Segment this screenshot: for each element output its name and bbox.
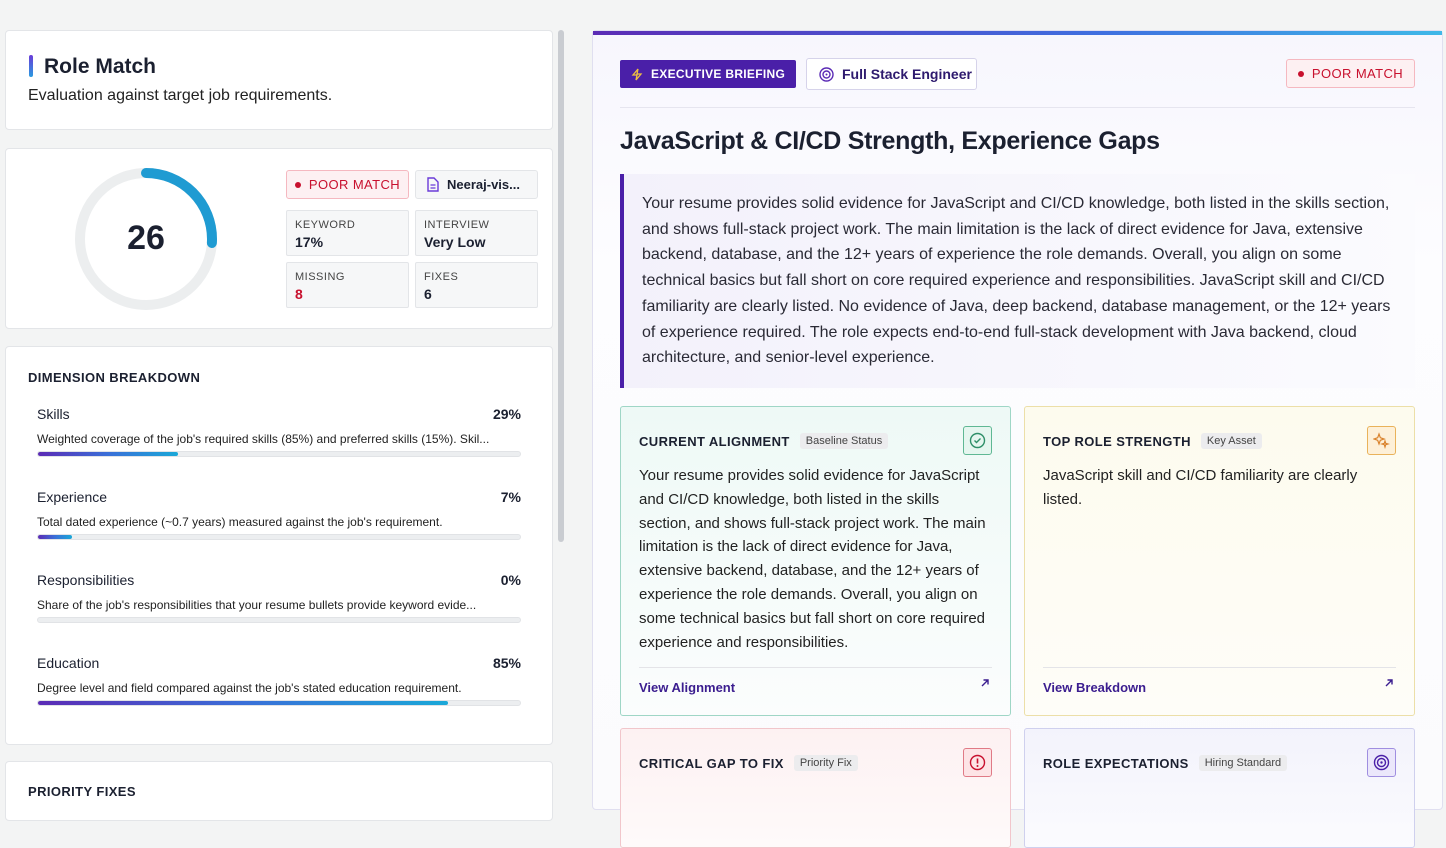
match-badge: POOR MATCH — [286, 170, 409, 199]
file-name: Neeraj-vis... — [447, 177, 520, 192]
expectations-card: ROLE EXPECTATIONS Hiring Standard — [1024, 728, 1415, 848]
stat: MISSING 8 — [286, 262, 409, 308]
briefing-panel: EXECUTIVE BRIEFING Full Stack Engineer P… — [592, 30, 1443, 848]
stat-value: 6 — [424, 286, 432, 302]
progress-track — [37, 700, 521, 706]
card-title: ROLE EXPECTATIONS — [1043, 755, 1189, 771]
top-accent — [593, 31, 1442, 35]
stat-label: KEYWORD — [295, 219, 356, 231]
dimension-description: Share of the job's responsibilities that… — [37, 598, 477, 612]
file-icon — [427, 177, 439, 192]
summary: Your resume provides solid evidence for … — [620, 174, 1415, 388]
card-tag: Baseline Status — [799, 433, 889, 449]
stat: INTERVIEW Very Low — [415, 210, 538, 256]
card-tag: Key Asset — [1200, 433, 1262, 449]
dimension-score: 0% — [500, 572, 521, 588]
gauge: 26 — [75, 168, 217, 310]
card-link[interactable]: View Breakdown — [1043, 680, 1147, 695]
badge-text: EXECUTIVE BRIEFING — [651, 67, 786, 81]
arrow-icon[interactable] — [1384, 678, 1394, 688]
alert-icon — [963, 748, 992, 777]
stat: FIXES 6 — [415, 262, 538, 308]
spark-icon — [1367, 426, 1396, 455]
target-icon — [1367, 748, 1396, 777]
divider — [1043, 667, 1396, 668]
match-badge-text: POOR MATCH — [308, 177, 401, 192]
card-link[interactable]: View Alignment — [639, 680, 736, 695]
card-title: CRITICAL GAP TO FIX — [639, 755, 784, 771]
priority-card: PRIORITY FIXES — [5, 761, 553, 821]
dimension-description: Weighted coverage of the job's required … — [37, 432, 490, 446]
card-header: ROLE EXPECTATIONS Hiring Standard — [1043, 755, 1288, 771]
gap-card: CRITICAL GAP TO FIX Priority Fix — [620, 728, 1011, 848]
divider — [620, 107, 1415, 108]
dimension-description: Degree level and field compared against … — [37, 681, 462, 695]
file-badge[interactable]: Neeraj-vis... — [415, 170, 538, 199]
card-title: TOP ROLE STRENGTH — [1043, 433, 1191, 449]
dimension-name: Responsibilities — [37, 572, 135, 588]
dimension-name: Experience — [37, 489, 108, 505]
stat-value: 8 — [295, 286, 303, 302]
score: 26 — [127, 219, 165, 257]
progress-bar — [38, 701, 448, 705]
card-tag: Hiring Standard — [1198, 755, 1288, 771]
card-header: CRITICAL GAP TO FIX Priority Fix — [639, 755, 858, 771]
dimension-score: 29% — [492, 406, 521, 422]
divider — [639, 667, 992, 668]
arrow-icon[interactable] — [980, 678, 990, 688]
scrollbar[interactable] — [558, 30, 564, 542]
dimension-name: Education — [37, 655, 100, 671]
stat-value: Very Low — [424, 234, 486, 250]
card-header: TOP ROLE STRENGTH Key Asset — [1043, 433, 1262, 449]
alignment-card: CURRENT ALIGNMENT Baseline Status Your re… — [620, 406, 1011, 716]
bolt-icon — [631, 68, 643, 80]
match-badge: POOR MATCH — [1286, 59, 1415, 88]
match-badge-text: POOR MATCH — [1311, 66, 1404, 81]
dimension-score: 7% — [500, 489, 521, 505]
gauge-arc — [75, 168, 217, 310]
briefing-title: JavaScript & CI/CD Strength, Experience … — [620, 127, 1160, 155]
progress-bar — [38, 535, 72, 539]
stat-label: MISSING — [295, 271, 345, 283]
strength-card: TOP ROLE STRENGTH Key Asset JavaScript sk… — [1024, 406, 1415, 716]
progress-bar — [38, 452, 178, 456]
stat-value: 17% — [295, 234, 324, 250]
progress-track — [37, 534, 521, 540]
card-header: CURRENT ALIGNMENT Baseline Status — [639, 433, 889, 449]
target-icon — [819, 66, 834, 82]
stat: KEYWORD 17% — [286, 210, 409, 256]
dimension-card: DIMENSION BREAKDOWN Skills 29% Weighted co… — [5, 346, 553, 745]
card-title: CURRENT ALIGNMENT — [639, 433, 790, 449]
dimension-name: Skills — [37, 406, 70, 422]
card-tag: Priority Fix — [793, 755, 858, 771]
card-body: JavaScript skill and CI/CD familiarity a… — [1043, 467, 1358, 508]
dimension-description: Total dated experience (~0.7 years) meas… — [37, 515, 443, 529]
page: Role Match Evaluation against target job… — [5, 30, 1443, 848]
check-icon — [963, 426, 992, 455]
dimension-score: 85% — [492, 655, 521, 671]
score-card: 26 POOR MATCH Neeraj-vis... KEYWORD 17% I… — [5, 148, 553, 329]
role-text: Full Stack Engineer — [842, 66, 972, 82]
card-body: Your resume provides solid evidence for … — [639, 467, 986, 651]
section-title: DIMENSION BREAKDOWN — [28, 370, 201, 385]
briefing-badge: EXECUTIVE BRIEFING — [620, 60, 796, 88]
stat-label: FIXES — [424, 271, 459, 283]
stat-label: INTERVIEW — [424, 219, 490, 231]
accent — [29, 55, 33, 77]
title: Role Match — [44, 55, 157, 78]
role-badge: Full Stack Engineer — [806, 58, 977, 90]
role-match-card: Role Match Evaluation against target job… — [5, 30, 553, 130]
section-title: PRIORITY FIXES — [28, 784, 136, 799]
progress-track — [37, 451, 521, 457]
progress-track — [37, 617, 521, 623]
subtitle: Evaluation against target job requiremen… — [28, 87, 333, 104]
